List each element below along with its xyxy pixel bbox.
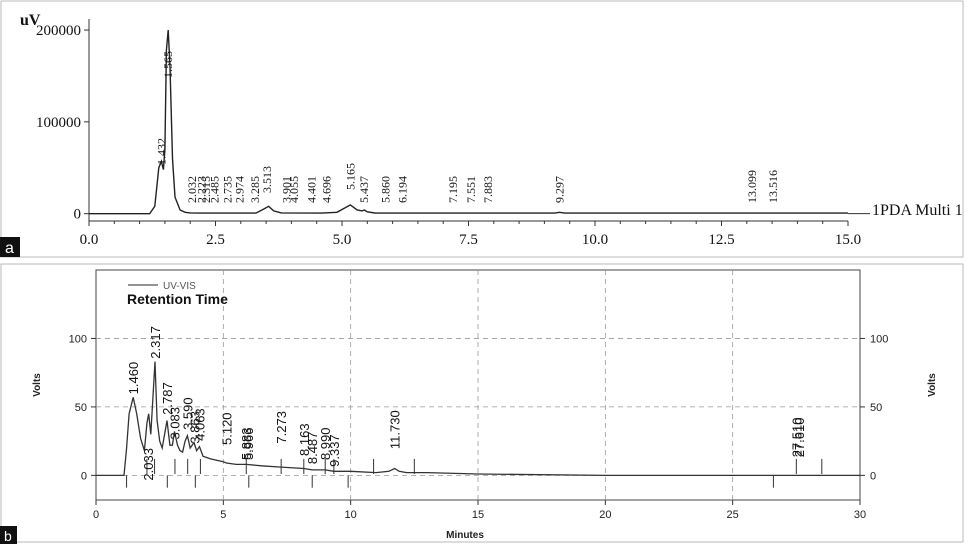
panel-a-series-label: 1PDA Multi 1 bbox=[872, 202, 963, 219]
panel-a-peak-label: 7.883 bbox=[481, 176, 495, 203]
panel-a-peak-label: 9.297 bbox=[552, 176, 566, 203]
panel-b-y-tick-label-right: 0 bbox=[870, 470, 876, 482]
panel-b-y-tick-label-right: 100 bbox=[870, 333, 888, 345]
panel-a-badge-label: a bbox=[5, 240, 14, 257]
panel-b-peak-label: 5.883 bbox=[239, 427, 254, 460]
panel-a-x-tick-label: 7.5 bbox=[459, 232, 478, 248]
panel-a-ticks: 0.0 2.5 5.0 7.5 10.0 12.5 15.0 0 100000 200000 bbox=[36, 23, 861, 248]
panel-a: uV 0.0 2.5 5.0 7.5 10.0 12.5 15.0 0 100000 200000… bbox=[0, 0, 964, 258]
panel-b-y-tick-label-left: 0 bbox=[81, 470, 87, 482]
panel-a-peak-label: 4.696 bbox=[320, 176, 334, 203]
panel-a-peak-label: 6.194 bbox=[395, 176, 409, 203]
panel-b-peak-label: 2.033 bbox=[141, 448, 156, 481]
panel-a-peak-label: 3.513 bbox=[260, 166, 274, 193]
panel-a-y-tick-label: 200000 bbox=[36, 23, 81, 39]
panel-a-peak-label: 2.315 bbox=[199, 176, 213, 203]
panel-a-badge bbox=[0, 237, 20, 257]
panel-b-peak-label: 27.610 bbox=[792, 418, 807, 458]
panel-b-peak-label: 2.787 bbox=[160, 382, 175, 415]
panel-a-peak-label: 3.285 bbox=[248, 176, 262, 203]
panel-a-trace bbox=[89, 29, 848, 215]
panel-a-peak-label: 13.099 bbox=[745, 170, 759, 203]
panel-a-peak-label: 3.901 bbox=[279, 176, 293, 203]
panel-b-peak-label: 7.273 bbox=[274, 411, 289, 444]
panel-a-peak-label: 7.551 bbox=[464, 176, 478, 203]
x-axis-label: Minutes bbox=[446, 530, 484, 541]
panel-a-x-tick-label: 2.5 bbox=[206, 232, 225, 248]
panel-a-x-tick-label: 0.0 bbox=[80, 232, 99, 248]
panel-b-peak-label: 8.163 bbox=[297, 423, 312, 456]
panel-b-badge bbox=[0, 526, 17, 544]
panel-b-peak-label: 5.120 bbox=[219, 412, 234, 445]
panel-b-badge-label: b bbox=[4, 528, 12, 544]
panel-b-peak-label: 5.966 bbox=[241, 427, 256, 460]
panel-a-peak-label: 4.055 bbox=[287, 176, 301, 203]
panel-a-peak-label: 7.195 bbox=[446, 176, 460, 203]
panel-b-peak-label: 1.460 bbox=[126, 362, 141, 395]
panel-b-x-tick-label: 20 bbox=[599, 509, 611, 521]
y-axis-label-left: Volts bbox=[32, 373, 43, 397]
panel-b-x-tick-label: 30 bbox=[854, 509, 866, 521]
panel-a-peak-label: 2.485 bbox=[208, 176, 222, 203]
panel-a-y-tick-label: 0 bbox=[74, 207, 82, 223]
panel-a-peak-label: 2.735 bbox=[220, 176, 234, 203]
panel-b-peak-label: 2.317 bbox=[148, 326, 163, 359]
panel-a-peak-label: 5.860 bbox=[379, 176, 393, 203]
panel-b-x-tick-label: 15 bbox=[472, 509, 484, 521]
panel-b-peak-label: 8.487 bbox=[305, 432, 320, 465]
panel-a-peak-label: 4.401 bbox=[305, 176, 319, 203]
chart-title: Retention Time bbox=[127, 291, 228, 307]
panel-b-x-tick-label: 0 bbox=[93, 509, 99, 521]
panel-a-ylabel: uV bbox=[20, 12, 41, 29]
panel-a-frame bbox=[0, 0, 964, 258]
panel-a-peak-labels: 1.565 1.432 2.0322.2232.3152.4852.7352.974… bbox=[154, 51, 779, 203]
panel-b-y-tick-label-left: 100 bbox=[69, 333, 87, 345]
panel-a-x-tick-label: 5.0 bbox=[333, 232, 352, 248]
panel-a-x-tick-label: 15.0 bbox=[835, 232, 861, 248]
panel-b-peak-label: 3.863 bbox=[187, 411, 202, 444]
panel-b-peak-label: 27.510 bbox=[790, 418, 805, 458]
panel-a-peak-label: 13.516 bbox=[766, 170, 780, 203]
panel-b-x-tick-label: 5 bbox=[220, 509, 226, 521]
panel-b-y-tick-label-right: 50 bbox=[870, 402, 882, 414]
panel-b-peak-labels: 1.460 2.033 2.317 2.7873.0833.5903.8634.063… bbox=[126, 326, 807, 480]
panel-a-peak-label: 5.165 bbox=[343, 163, 357, 190]
panel-b-peak-label: 4.063 bbox=[192, 408, 207, 441]
panel-b-ticks: 0 5 10 15 20 25 30 0 0 50 50 100 100 bbox=[69, 333, 889, 521]
panel-b-peak-label: 9.337 bbox=[327, 434, 342, 467]
panel-b-peak-markers bbox=[126, 458, 823, 488]
panel-a-peak-label: 2.032 bbox=[185, 176, 199, 203]
panel-a-peak-label: 5.437 bbox=[357, 176, 371, 203]
panel-a-peak-label: 1.565 bbox=[161, 51, 175, 78]
panel-a-peak-label: 2.974 bbox=[232, 176, 246, 203]
panel-b-gridlines bbox=[96, 270, 860, 500]
panel-b: 0 5 10 15 20 25 30 0 0 50 50 100 100 1.460 2.033 2.317… bbox=[0, 263, 964, 544]
panel-b-peak-label: 8.990 bbox=[318, 427, 333, 460]
panel-a-x-tick-label: 10.0 bbox=[582, 232, 608, 248]
legend-label: UV-VIS bbox=[163, 281, 196, 292]
panel-b-x-tick-label: 25 bbox=[727, 509, 739, 521]
panel-a-peak-label: 2.223 bbox=[194, 176, 208, 203]
panel-b-trace bbox=[96, 361, 860, 477]
panel-b-peak-label: 3.083 bbox=[168, 407, 183, 440]
panel-b-x-tick-label: 10 bbox=[345, 509, 357, 521]
panel-a-y-tick-label: 100000 bbox=[36, 115, 81, 131]
y-axis-label-right: Volts bbox=[927, 373, 938, 397]
panel-b-y-tick-label-left: 50 bbox=[75, 402, 87, 414]
panel-b-peak-label: 3.590 bbox=[180, 397, 195, 430]
panel-a-x-tick-label: 12.5 bbox=[708, 232, 734, 248]
panel-b-peak-label: 11.730 bbox=[388, 410, 403, 449]
panel-a-peak-label: 1.432 bbox=[154, 138, 168, 165]
